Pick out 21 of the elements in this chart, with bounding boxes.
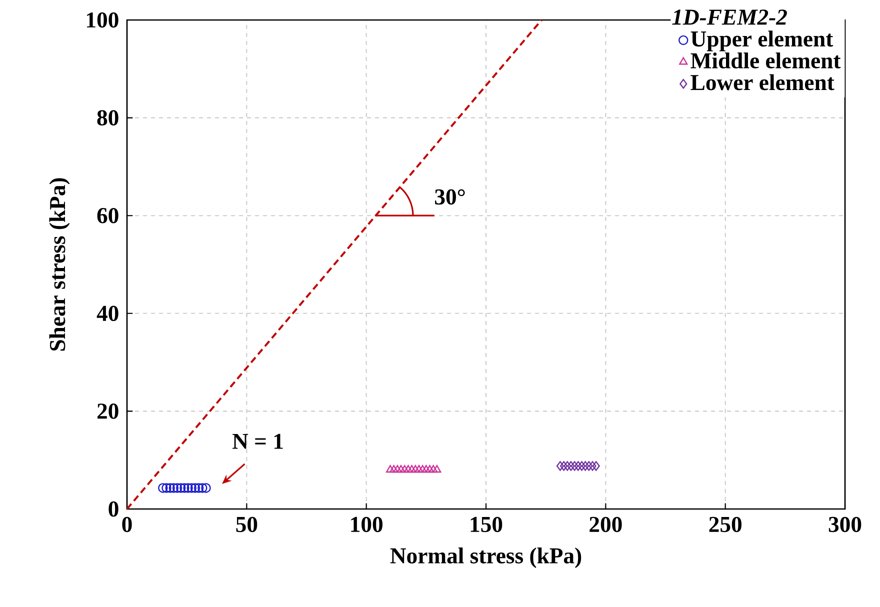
y-tick-label: 20 [97, 404, 118, 419]
legend-label: Upper element [690, 30, 834, 52]
y-tick-label: 100 [87, 12, 118, 28]
annotation: 30° [435, 189, 465, 205]
x-tick-label: 200 [590, 516, 622, 532]
y-tick-label: 40 [96, 306, 118, 322]
x-axis-title: Normal stress (kPa) [390, 547, 582, 568]
x-tick-label: 250 [709, 516, 742, 532]
y-tick-label: 60 [97, 208, 118, 224]
x-tick-label: 0 [122, 516, 132, 532]
annotation: N = 1 [232, 434, 283, 449]
legend-label: Lower element [690, 74, 834, 90]
x-tick-label: 300 [828, 516, 862, 532]
x-tick-label: 150 [470, 516, 502, 532]
legend-label: Middle element [690, 52, 841, 68]
x-tick-label: 100 [351, 516, 382, 532]
y-tick-label: 80 [97, 110, 118, 126]
y-axis-title: Shear stress (kPa) [49, 178, 70, 351]
x-tick-label: 50 [236, 516, 258, 532]
y-tick-label: 0 [108, 501, 118, 517]
legend-title: 1D-FEM2-2 [672, 10, 787, 25]
